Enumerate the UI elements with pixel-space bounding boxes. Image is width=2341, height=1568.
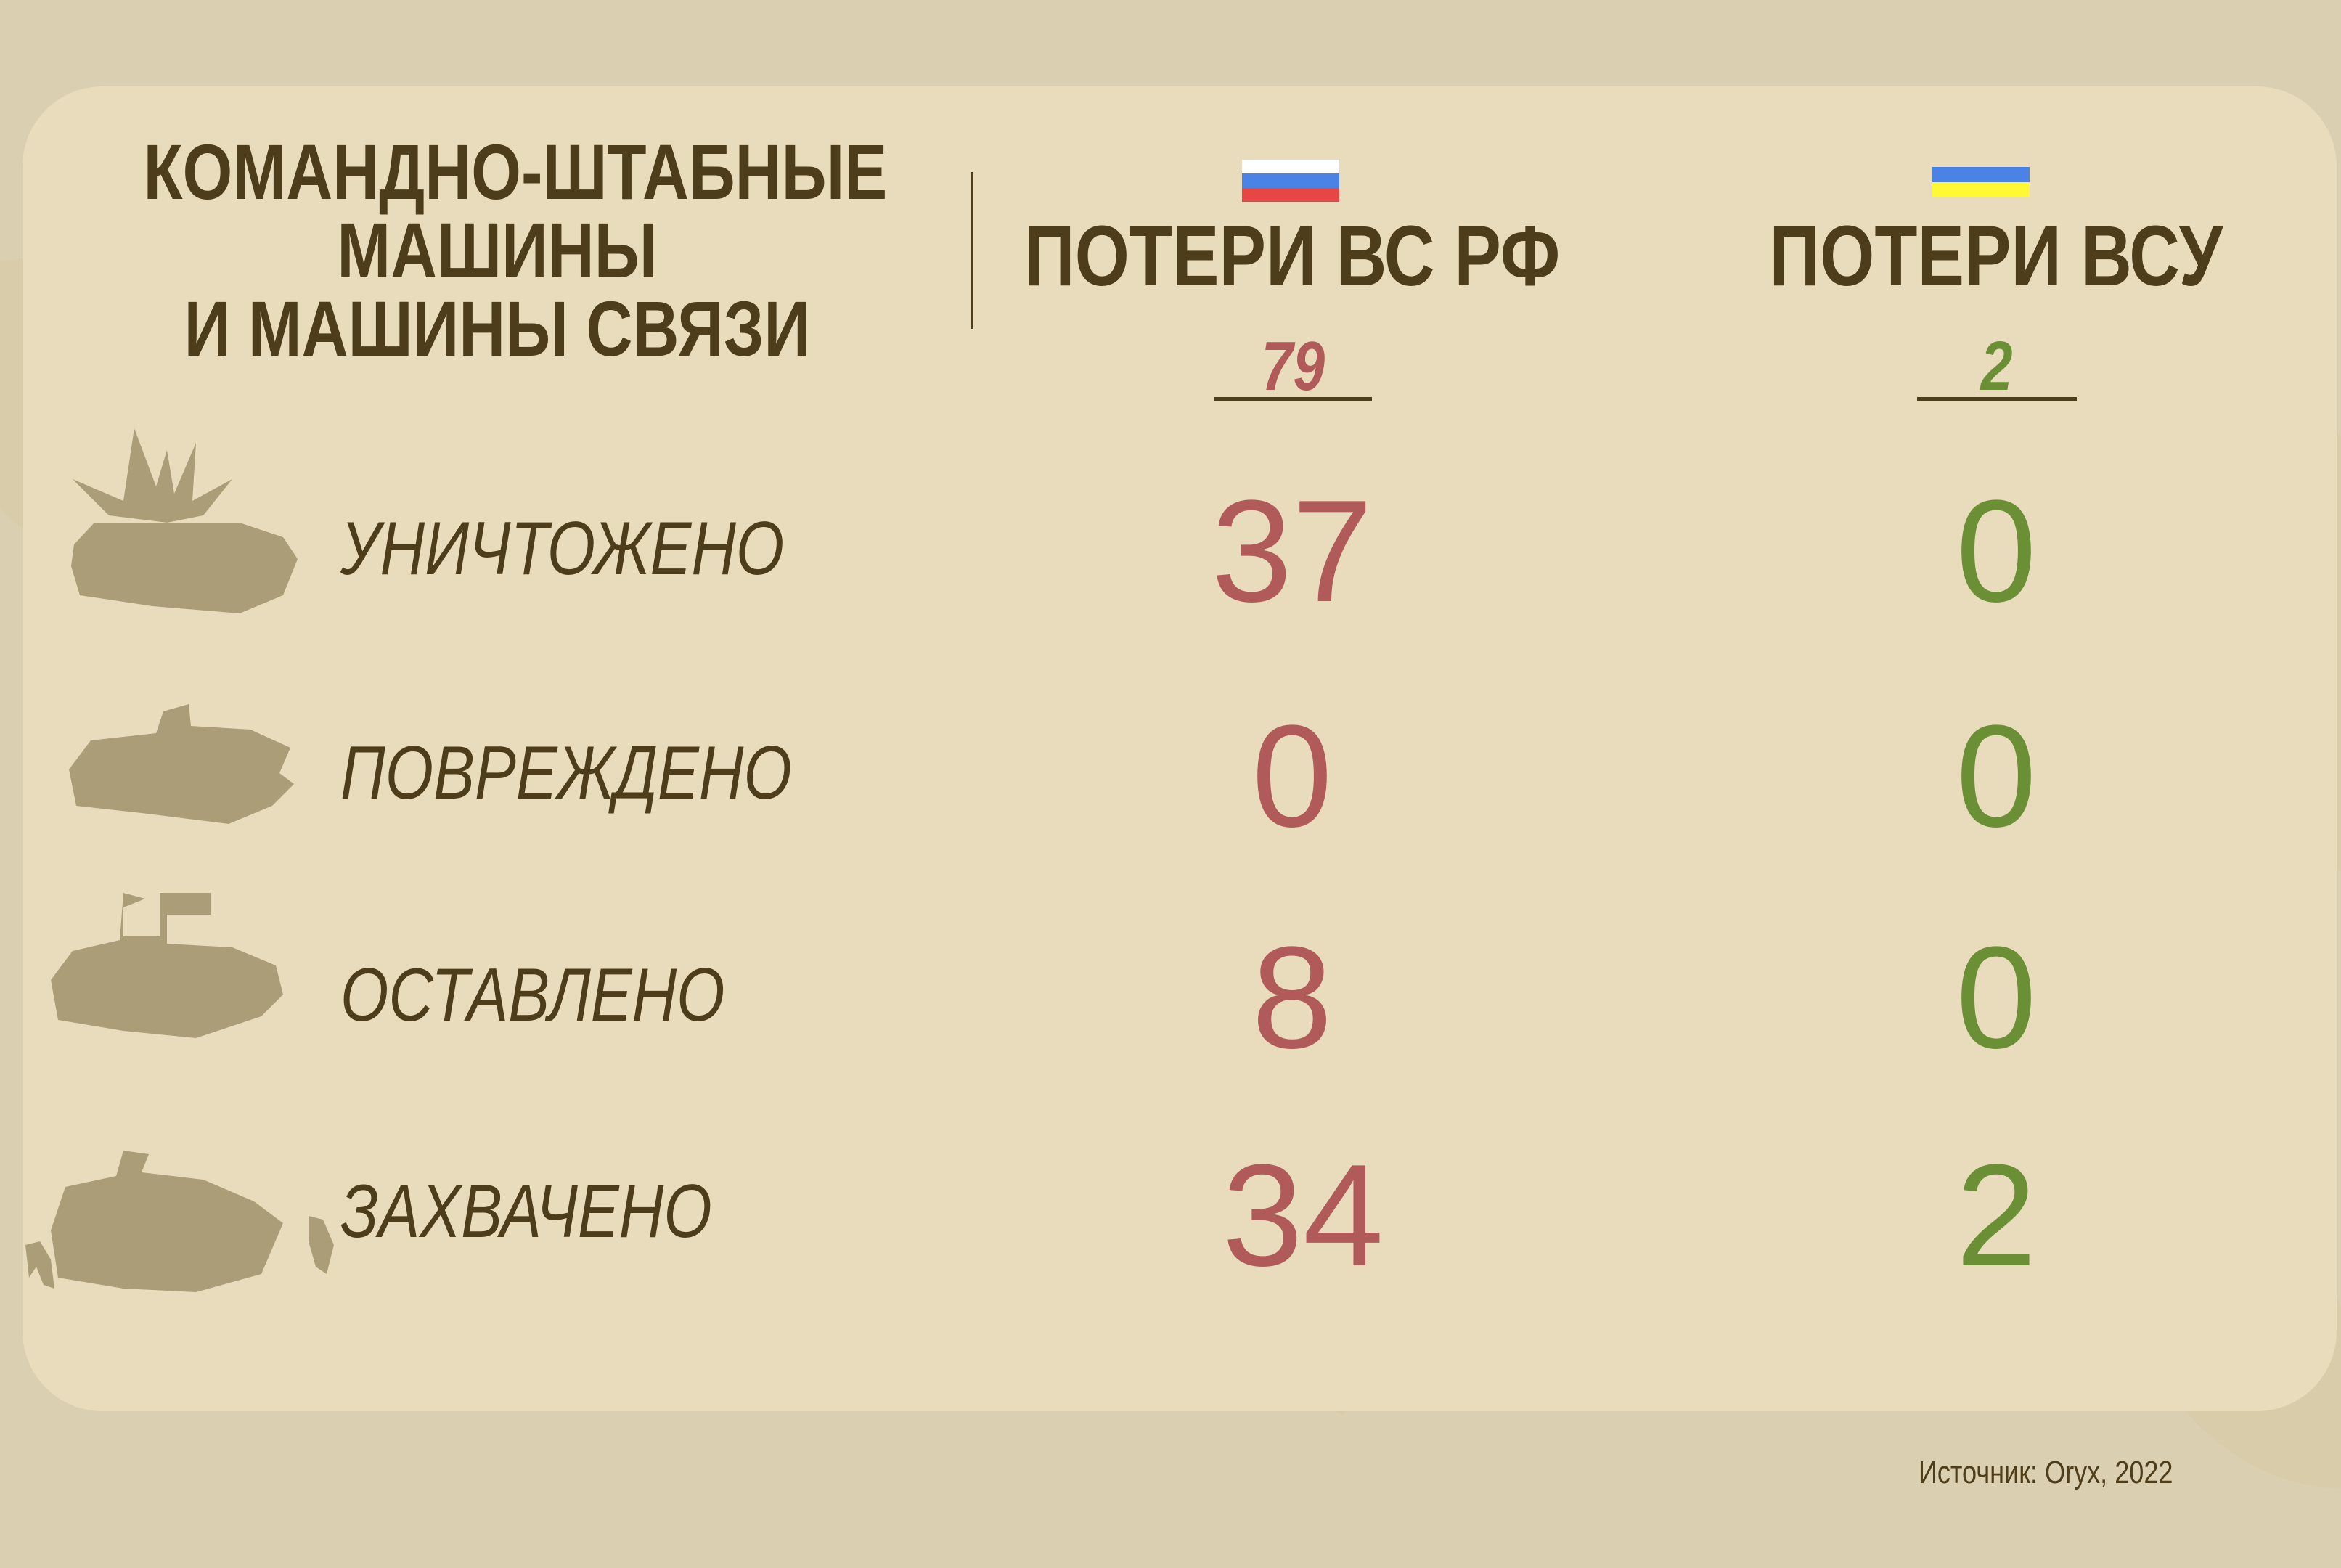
damaged-vehicle-icon (69, 704, 294, 824)
page-title: КОМАНДНО-ШТАБНЫЕ МАШИНЫ И МАШИНЫ СВЯЗИ (62, 133, 933, 368)
row-label-damaged: ПОВРЕЖДЕНО (340, 731, 792, 815)
value-russia-abandoned: 8 (1251, 917, 1333, 1079)
title-line: КОМАНДНО-ШТАБНЫЕ (143, 128, 888, 216)
row-label-destroyed: УНИЧТОЖЕНО (340, 507, 785, 591)
flag-stripe (1242, 173, 1339, 188)
flag-stripe (1242, 187, 1339, 202)
value-ukraine-abandoned: 0 (1956, 917, 2037, 1079)
column-header-ukraine: ПОТЕРИ ВСУ (1769, 208, 2223, 304)
row-label-abandoned: ОСТАВЛЕНО (340, 953, 725, 1037)
value-ukraine-destroyed: 0 (1956, 470, 2037, 632)
total-underline (1917, 397, 2077, 401)
total-ukraine: 2 (1981, 327, 2013, 405)
row-label-captured: ЗАХВАЧЕНО (340, 1169, 712, 1254)
russia-flag-icon (1242, 160, 1339, 202)
value-ukraine-damaged: 0 (1956, 695, 2037, 857)
content-panel (23, 86, 2337, 1411)
header-divider (971, 172, 973, 329)
title-line: МАШИНЫ (337, 206, 658, 294)
value-russia-damaged: 0 (1251, 695, 1333, 857)
source-note: Источник: Oryx, 2022 (1918, 1455, 2173, 1490)
column-header-russia: ПОТЕРИ ВС РФ (1024, 208, 1561, 304)
flag-stripe (1932, 182, 2030, 197)
total-underline (1214, 397, 1372, 401)
value-ukraine-captured: 2 (1956, 1135, 2037, 1297)
flag-stripe (1932, 167, 2030, 182)
total-russia: 79 (1261, 327, 1325, 405)
destroyed-vehicle-icon (71, 428, 298, 613)
abandoned-vehicle-icon (51, 893, 283, 1038)
flag-stripe (1242, 160, 1339, 174)
captured-vehicle-icon (25, 1151, 334, 1292)
title-line: И МАШИНЫ СВЯЗИ (184, 285, 811, 372)
ukraine-flag-icon (1932, 167, 2030, 197)
value-russia-destroyed: 37 (1211, 470, 1373, 632)
value-russia-captured: 34 (1222, 1135, 1384, 1297)
